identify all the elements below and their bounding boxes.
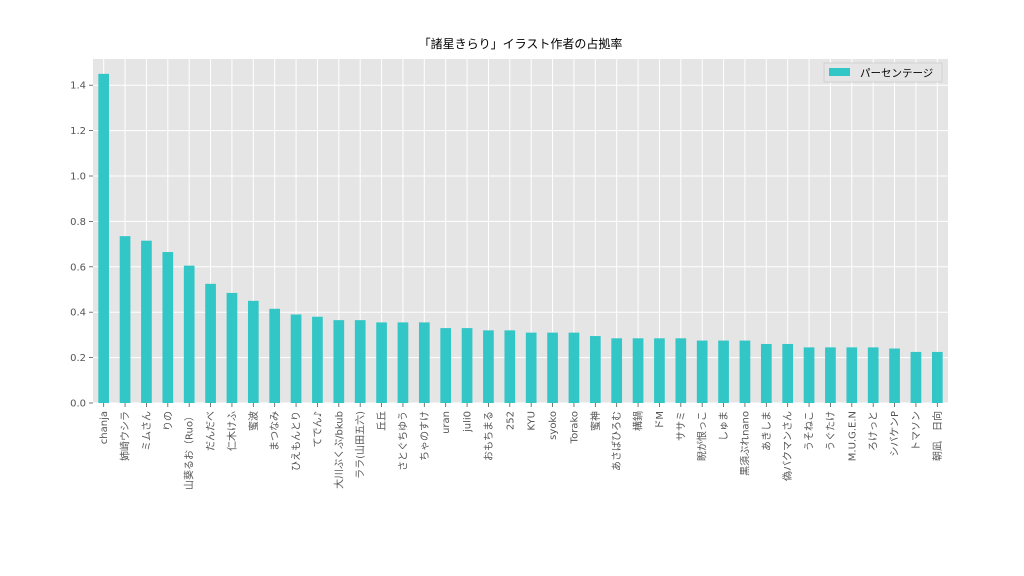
y-tick-label: 0.4 [70,308,86,319]
bar [269,308,281,403]
bar [504,330,516,403]
x-tick-label: 構鍋 [632,411,645,431]
x-tick-label: chanja [99,411,110,444]
bar [889,348,900,403]
bar [247,300,259,403]
bar [696,340,708,403]
bar [910,351,922,403]
bar [589,336,601,403]
bar [825,347,836,403]
x-tick-label: てでん♪ [312,411,324,447]
x-tick-label: uran [441,411,452,434]
x-tick-label: ササミ [675,411,687,441]
x-tick-label: syoko [548,411,559,440]
bar [483,330,494,403]
x-tick-label: まつなみ [269,411,281,451]
x-tick-label: ちゃのすけ [419,411,431,461]
x-tick-label: ララ(山田五六) [355,411,367,479]
chart-title: 「諸星きらり」イラスト作者の占拠率 [419,36,623,51]
x-tick-label: あきしま [761,411,773,451]
x-tick-label: 山葵るお（Ruo） [184,411,196,490]
bar [141,240,152,403]
bar [440,328,452,403]
x-tick-label: ミムさん [141,411,153,451]
y-tick-label: 0.6 [70,262,86,273]
x-tick-label: 睨が恨っこ [696,411,709,461]
bar-series [98,73,943,403]
x-tick-label: juli0 [463,411,474,433]
bar [354,320,366,403]
legend-swatch [829,68,850,76]
bar [867,347,879,403]
bar [931,351,943,403]
bar [739,340,751,403]
x-tick-label: KYU [527,411,538,431]
x-tick-label: 姉崎ウシラ [119,411,132,461]
x-tick-label: さとぐちゆう [397,411,409,471]
bar [183,265,195,403]
bar [525,332,537,403]
bar [418,322,430,403]
bar [547,332,558,403]
bar [461,328,473,403]
x-tick-label: しゅま [718,411,730,441]
y-tick-label: 1.4 [70,81,86,92]
y-tick-label: 0.0 [70,399,86,410]
bar [205,283,216,403]
x-tick-label: 大川ぶくぶ/bkub [332,411,345,489]
x-tick-label: 蜜波 [247,411,260,431]
x-tick-label: M.U.G.E.N [847,411,858,461]
x-tick-label: Torako [569,411,580,444]
plot-area [93,59,948,403]
bar [846,347,858,403]
bar [119,236,131,403]
x-tick-label: ろけっと [868,411,880,451]
bar [290,314,302,403]
x-tick-label: 丘丘 [376,411,388,431]
legend-label: パーセンテージ [860,68,933,80]
x-tick-label: 蜜神 [589,411,602,431]
bar [654,338,665,403]
bar [675,338,687,403]
x-tick-label: うそねこ [804,411,816,451]
x-tick-label: 仁木けふ [226,411,238,451]
bar [226,292,238,403]
x-tick-label: ひえもんとり [291,411,303,471]
bar [760,343,772,403]
bar [568,332,580,403]
x-tick-label: シバケンP [889,411,901,456]
x-axis: chanja 姉崎ウシラ ミムさん りの 山葵るお（Ruo） だんだべ 仁木けふ 蜜波 まつなみ… [99,403,944,490]
bar [98,73,110,403]
legend-box [823,62,943,83]
x-tick-label: だんだべ [205,411,217,451]
x-tick-label: 朝凪 日向 [931,411,944,461]
bar [397,322,409,403]
y-tick-label: 0.2 [70,353,86,364]
x-tick-label: トマソン [911,411,922,451]
x-tick-label: 偽バクマンさん [781,411,794,481]
x-tick-label: うぐたけ [825,411,837,451]
x-tick-label: りの [162,411,174,431]
bar [376,322,387,403]
y-axis: 0.0 0.2 0.4 0.6 0.8 1.0 1.2 1.4 [70,81,93,410]
bar [162,252,174,403]
bar [803,347,815,403]
x-tick-label: ドM [655,411,666,430]
bar [632,338,644,403]
x-tick-label: 黒須ぶれnano [739,411,751,476]
x-tick-label: あさばひろむ [611,411,623,471]
bar [782,343,794,403]
y-tick-label: 1.0 [70,172,86,183]
bar [312,316,323,403]
x-tick-label: おもちまる [483,411,495,461]
y-tick-label: 0.8 [70,217,86,228]
x-tick-label: 252 [505,411,516,430]
bar [333,320,345,403]
legend: パーセンテージ [823,62,943,83]
y-tick-label: 1.2 [70,126,86,137]
bar [611,338,623,403]
bar [718,340,729,403]
